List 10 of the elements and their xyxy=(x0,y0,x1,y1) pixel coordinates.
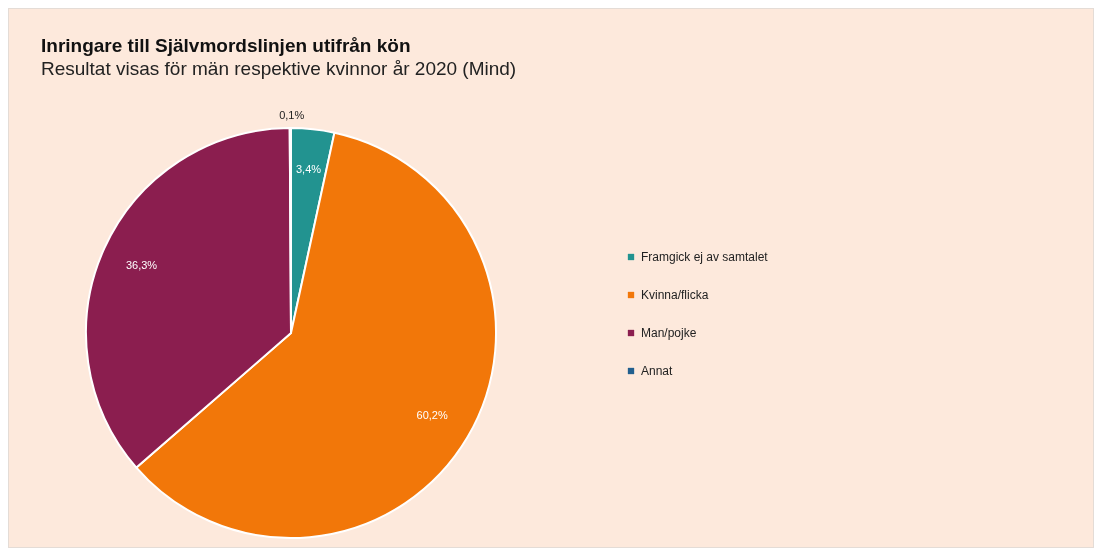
data-label: 36,3% xyxy=(125,258,158,271)
data-label: 0,1% xyxy=(279,109,305,121)
legend-label: Kvinna/flicka xyxy=(641,288,709,302)
chart-title: Inringare till Självmordslinjen utifrån kön xyxy=(41,35,411,56)
data-label: 3,4% xyxy=(295,162,322,175)
legend-label: Man/pojke xyxy=(641,326,697,340)
chart-subtitle: Resultat visas för män respektive kvinnor år 2020 (Mind) xyxy=(41,58,517,79)
data-label: 60,2% xyxy=(416,409,448,422)
legend-label: Annat xyxy=(641,364,674,378)
legend-label: Framgick ej av samtalet xyxy=(641,250,769,264)
